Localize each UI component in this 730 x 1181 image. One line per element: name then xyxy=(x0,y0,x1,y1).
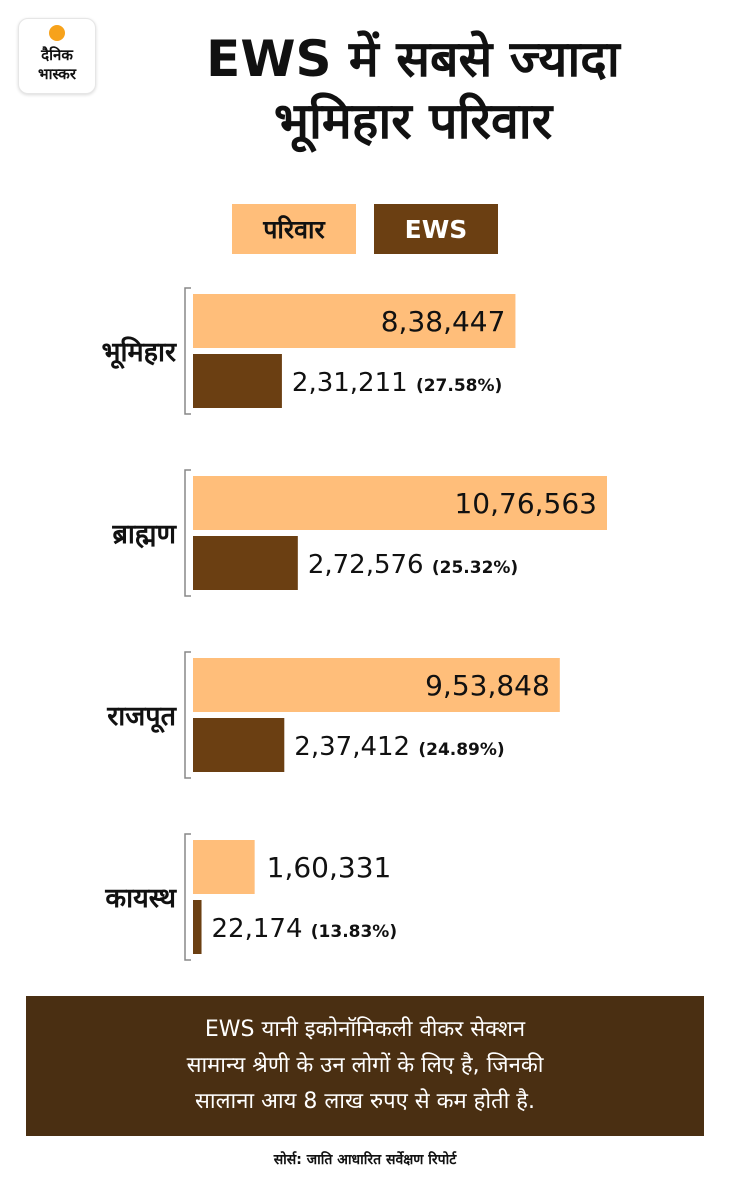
note-line2: सामान्य श्रेणी के उन लोगों के लिए है, जि… xyxy=(186,1053,544,1078)
data-label-families: 10,76,563 xyxy=(454,487,597,520)
category-label: कायस्थ xyxy=(104,883,177,914)
legend-ews: EWS xyxy=(374,204,498,254)
bar-ews xyxy=(193,900,202,954)
bar-families xyxy=(193,658,560,712)
title-line2: भूमिहार परिवार xyxy=(273,92,553,150)
ews-value: 22,174 xyxy=(212,914,311,944)
ews-value: 2,72,576 xyxy=(308,550,432,580)
data-label-ews: 2,31,211 (27.58%) xyxy=(292,368,502,398)
bar-families xyxy=(193,294,516,348)
category-label: राजपूत xyxy=(106,701,177,734)
dainik-bhaskar-logo: दैनिक भास्कर xyxy=(18,18,96,94)
data-label-families: 1,60,331 xyxy=(267,851,392,884)
ews-value: 2,31,211 xyxy=(292,368,416,398)
group-bracket xyxy=(184,833,191,961)
ews-percent: (27.58%) xyxy=(416,376,502,396)
legend-families: परिवार xyxy=(232,204,356,254)
ews-percent: (25.32%) xyxy=(432,558,518,578)
bar-chart: भूमिहार 8,38,447 2,31,211 (27.58%) ब्राह्मण… xyxy=(102,287,607,961)
note-line1: EWS यानी इकोनॉमिकली वीकर सेक्शन xyxy=(204,1017,526,1042)
title-line1: EWS में सबसे ज्यादा xyxy=(206,30,620,88)
category-label: भूमिहार xyxy=(102,336,177,370)
logo-text-line2: भास्कर xyxy=(38,65,76,83)
data-label-ews: 2,37,412 (24.89%) xyxy=(294,732,504,762)
bar-ews xyxy=(193,718,285,772)
group-bracket xyxy=(184,287,191,415)
ews-note: EWS यानी इकोनॉमिकली वीकर सेक्शन सामान्य … xyxy=(26,996,704,1136)
category-label: ब्राह्मण xyxy=(111,519,177,550)
data-label-families: 9,53,848 xyxy=(425,669,550,702)
note-line3: सालाना आय 8 लाख रुपए से कम होती है. xyxy=(195,1089,535,1114)
ews-percent: (24.89%) xyxy=(418,740,504,760)
data-label-ews: 2,72,576 (25.32%) xyxy=(308,550,518,580)
logo-text-line1: दैनिक xyxy=(41,46,73,64)
data-label-families: 8,38,447 xyxy=(381,305,506,338)
bar-ews xyxy=(193,354,282,408)
ews-value: 2,37,412 xyxy=(294,732,418,762)
group-bracket xyxy=(184,651,191,779)
bar-families xyxy=(193,476,607,530)
sun-icon xyxy=(49,25,65,41)
source-text: सोर्स: जाति आधारित सर्वेक्षण रिपोर्ट xyxy=(273,1152,457,1168)
bar-families xyxy=(193,840,255,894)
page-title: EWS में सबसे ज्यादा भूमिहार परिवार xyxy=(118,28,708,152)
data-label-ews: 22,174 (13.83%) xyxy=(212,914,398,944)
group-bracket xyxy=(184,469,191,597)
ews-percent: (13.83%) xyxy=(311,922,397,942)
bar-ews xyxy=(193,536,298,590)
